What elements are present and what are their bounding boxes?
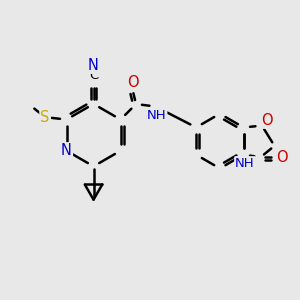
Text: O: O	[276, 150, 288, 165]
Text: NH: NH	[147, 109, 166, 122]
Text: O: O	[262, 113, 273, 128]
Text: N: N	[61, 143, 72, 158]
Text: O: O	[127, 75, 138, 90]
Text: C: C	[89, 70, 98, 83]
Text: S: S	[40, 110, 50, 125]
Text: N: N	[88, 58, 99, 73]
Text: NH: NH	[235, 157, 255, 170]
